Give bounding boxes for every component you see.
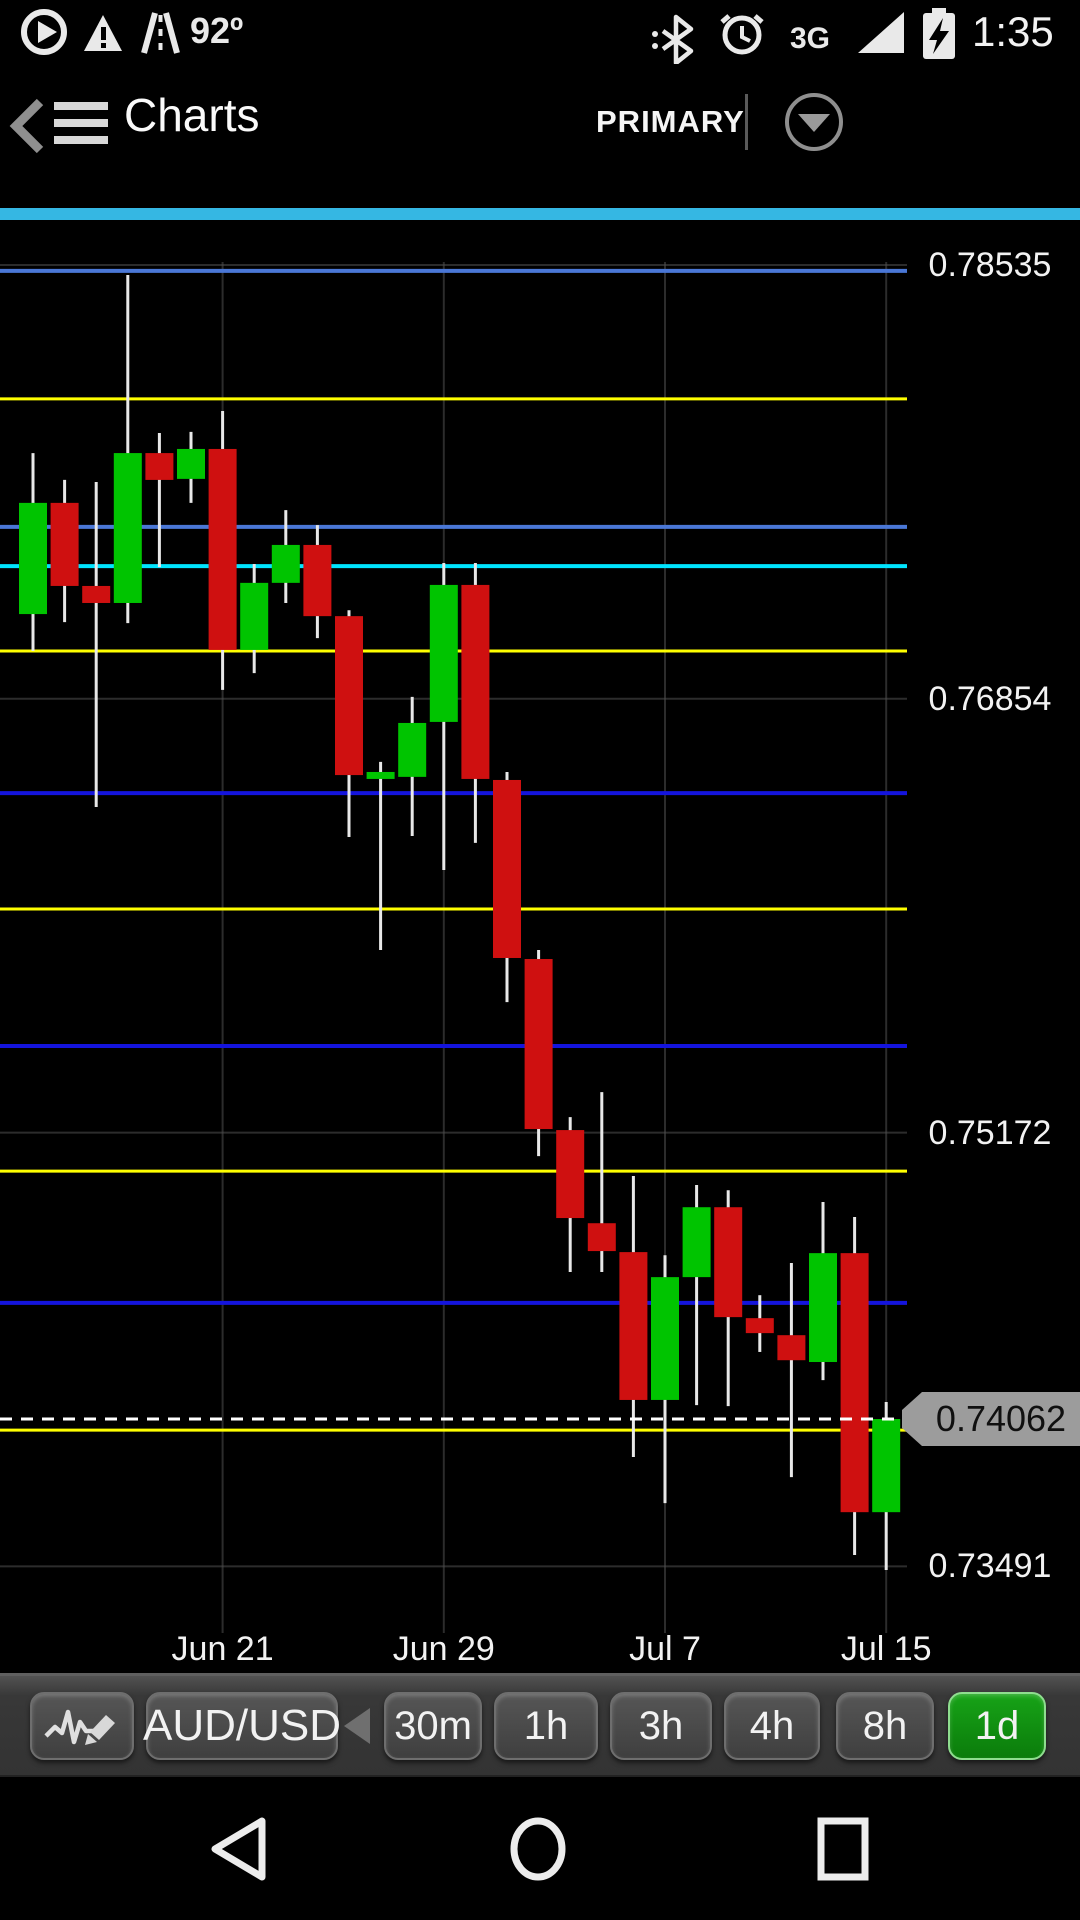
candle-body [619,1252,648,1400]
battery-charging-icon [923,8,955,59]
candle-body [651,1277,679,1400]
candle-body [335,616,363,776]
candle-body [113,453,142,603]
network-type-label: 3G [790,22,831,55]
nav-home-button[interactable] [510,1817,566,1881]
candle-body [177,448,205,479]
candle-body [493,779,521,958]
candle-body [303,544,332,617]
time-axis-label: Jul 7 [629,1630,701,1668]
account-selector[interactable]: PRIMARY [596,104,745,139]
candle-body [809,1253,837,1363]
timeframe-button-30m[interactable]: 30m [384,1692,482,1760]
chart-toolbar: AUD/USD 30m 1h 3h 4h 8h 1d [0,1673,1080,1777]
candle-body [19,502,47,615]
dropdown-icon[interactable] [783,91,845,153]
candle-body [271,544,300,583]
timeframe-button-1d[interactable]: 1d [948,1692,1046,1760]
accent-divider [0,208,1080,220]
candle-body [872,1419,901,1513]
waveform-pencil-icon [44,1709,115,1745]
candle-body [714,1207,743,1318]
play-circle-icon [21,9,67,55]
timeframe-button-1h[interactable]: 1h [494,1692,598,1760]
price-axis-label: 0.73491 [928,1547,1052,1586]
candle-body [682,1207,711,1278]
timeframe-button-3h[interactable]: 3h [610,1692,712,1760]
price-axis-label: 0.76854 [928,679,1052,718]
current-price-tag: 0.74062 [935,1398,1067,1440]
price-axis-label: 0.78535 [928,246,1052,284]
status-bar: 92º 3G 1:35 [0,0,1080,64]
collapse-arrow-icon[interactable] [344,1708,370,1744]
time-axis-label: Jun 29 [392,1630,495,1668]
time-axis-label: Jun 21 [171,1630,274,1668]
road-icon [141,12,180,54]
time-axis-label: Jul 15 [840,1630,932,1668]
temperature-label: 92º [190,10,244,51]
menu-icon[interactable] [54,100,110,148]
price-axis-label: 0.75172 [928,1113,1052,1152]
back-chevron-icon[interactable] [8,98,48,154]
candle-body [208,448,237,650]
chart-tools-button[interactable] [30,1692,134,1760]
candle-body [461,584,490,779]
page-title: Charts [124,89,260,141]
nav-recents-button[interactable] [817,1817,869,1881]
bluetooth-icon [652,14,694,64]
signal-icon [858,12,904,53]
status-bar-icons [21,8,955,64]
timeframe-button-8h[interactable]: 8h [836,1692,934,1760]
candle-body [587,1223,616,1252]
candle-body [50,502,79,586]
candle-body [429,584,458,722]
candle-body [240,582,269,650]
candlestick-chart [0,262,1080,1633]
instrument-button[interactable]: AUD/USD [142,1692,342,1760]
candle-body [366,771,395,779]
candle-body [840,1253,869,1513]
warning-icon [84,15,122,51]
candle-body [556,1130,585,1219]
candle-body [745,1318,774,1334]
current-price-tag-shape [902,1392,1080,1447]
android-nav-bar [0,1777,1080,1920]
candle-body [145,453,174,480]
candle-body [777,1335,806,1361]
candle-body [398,722,427,777]
chart-surface[interactable]: 0.78535 0.76854 0.75172 0.73491 Jun 21 Jun 2… [0,0,1080,1677]
candle-body [524,959,553,1130]
timeframe-button-4h[interactable]: 4h [724,1692,820,1760]
instrument-label: AUD/USD [142,1701,342,1750]
clock-label: 1:35 [972,8,1054,55]
alarm-icon [720,14,764,55]
app-header: Charts PRIMARY [0,64,1080,208]
header-divider [745,94,748,150]
nav-back-button[interactable] [211,1817,266,1881]
candle-body [82,585,111,603]
